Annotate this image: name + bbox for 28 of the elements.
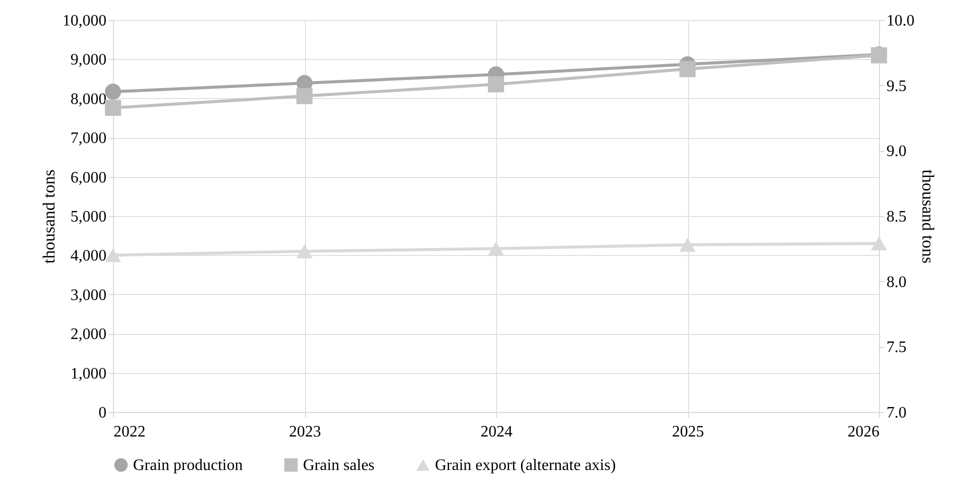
y-tick-label: 9,000 xyxy=(70,52,106,69)
y-tick-label: 1,000 xyxy=(70,365,106,382)
y-tick-label: 3,000 xyxy=(70,286,106,304)
y2-tick-label: 8.0 xyxy=(886,274,906,291)
legend-label: Grain production xyxy=(133,457,243,474)
y-tick-label: 10,000 xyxy=(62,12,106,30)
y-tick-label: 2,000 xyxy=(70,326,106,344)
y2-tick-label: 9.0 xyxy=(886,143,906,160)
y2-axis-title: thousand tons xyxy=(918,170,938,264)
x-tick-label: 2025 xyxy=(672,424,704,440)
y2-tick-label: 7.0 xyxy=(886,404,906,422)
y-tick-label: 0 xyxy=(98,404,106,422)
y-tick-label: 5,000 xyxy=(70,208,106,226)
y2-tick-label: 8.5 xyxy=(886,208,906,226)
legend-label: Grain sales xyxy=(303,457,375,474)
y-tick-label: 7,000 xyxy=(70,130,106,148)
y2-tick-label: 7.5 xyxy=(886,339,906,356)
y2-tick-label: 10.0 xyxy=(886,12,914,30)
x-tick-label: 2023 xyxy=(289,424,321,440)
y-axis-title: thousand tons xyxy=(40,170,58,264)
x-tick-label: 2026 xyxy=(848,424,880,440)
y-tick-label: 4,000 xyxy=(70,248,106,265)
y-tick-label: 8,000 xyxy=(70,90,106,108)
y2-tick-label: 9.5 xyxy=(886,78,906,95)
legend-label: Grain export (alternate axis) xyxy=(435,457,616,474)
y-tick-label: 6,000 xyxy=(70,169,106,186)
x-tick-label: 2022 xyxy=(114,424,146,440)
x-tick-label: 2024 xyxy=(480,424,512,440)
